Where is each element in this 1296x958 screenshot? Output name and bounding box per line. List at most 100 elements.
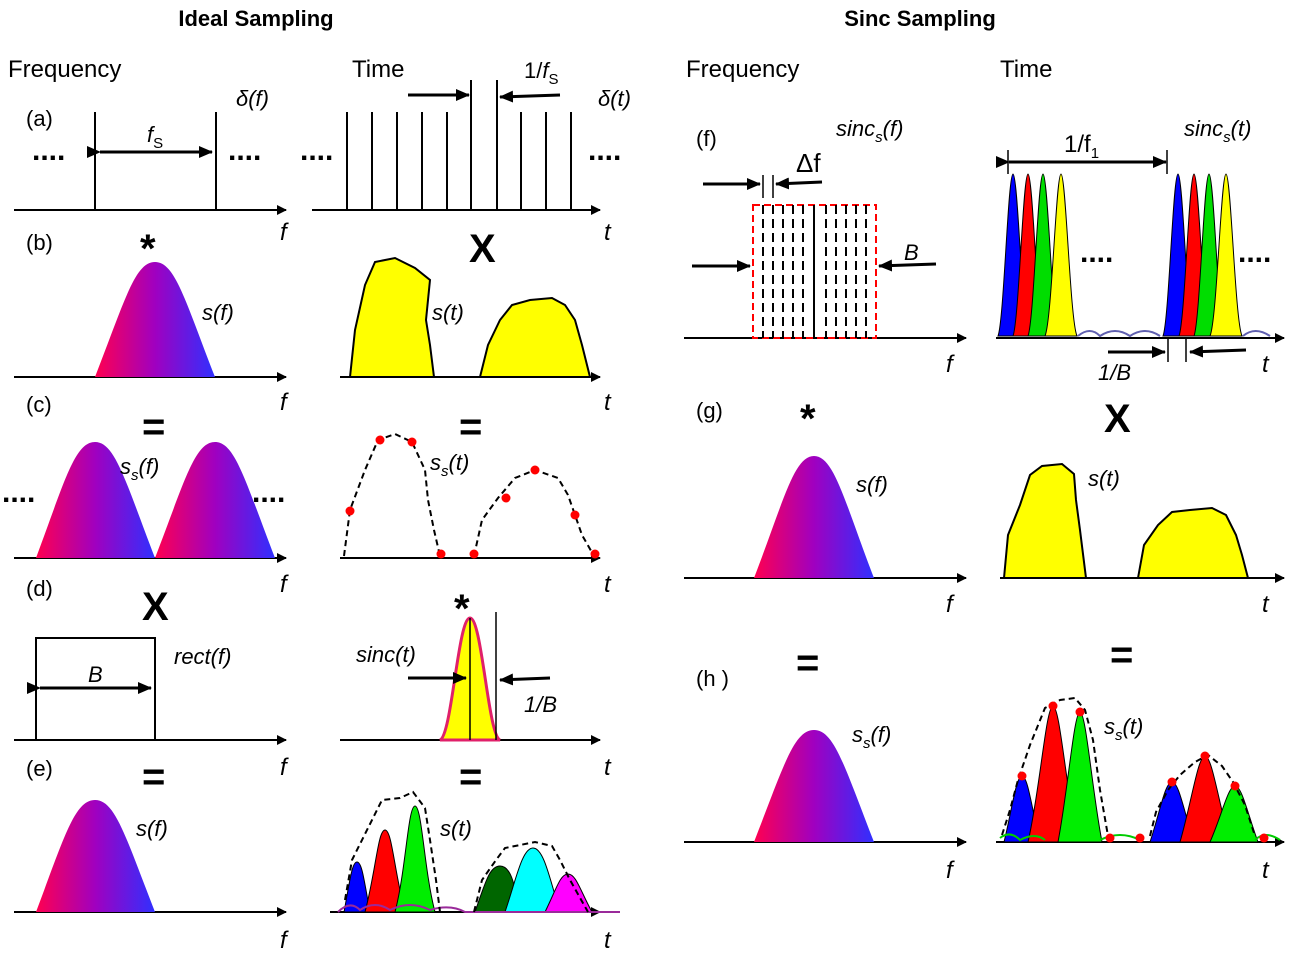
- axis-label-f: f: [280, 219, 289, 246]
- ellipsis: ....: [252, 476, 285, 509]
- ellipsis: ....: [300, 134, 333, 167]
- ss-f-label: ss(f): [120, 454, 159, 484]
- spectrum-hump: [754, 730, 874, 842]
- equals-operator: =: [459, 755, 482, 799]
- signal-shape: [478, 296, 592, 378]
- reconstruction-pulse: [343, 861, 371, 913]
- panel-d: X B rect(f) * sinc(t) 1/B: [27, 585, 557, 742]
- ellipsis: ....: [2, 476, 35, 509]
- panel-label-c: (c): [26, 392, 52, 417]
- header-frequency-sinc: Frequency: [686, 56, 799, 83]
- band-arrow-right: [878, 259, 937, 272]
- panel-label-b: (b): [26, 230, 53, 255]
- multiply-operator: X: [142, 585, 169, 629]
- multiply-operator: X: [1104, 397, 1131, 441]
- convolve-operator: *: [800, 397, 816, 441]
- panel-g: * s(f) X s(t): [754, 397, 1250, 579]
- header-frequency-ideal: Frequency: [8, 56, 121, 83]
- axis-label-f: f: [946, 591, 955, 618]
- panel-f: Δf B sincs(f) 1/f1 sincs(t) .... .... 1/…: [692, 116, 1271, 385]
- ellipsis: ....: [1238, 236, 1271, 269]
- sinc-arrow-right: [499, 673, 551, 686]
- axis-label-f: f: [280, 389, 289, 416]
- spectrum-hump: [754, 456, 874, 578]
- axis-label-t: t: [1262, 351, 1270, 378]
- axis-label-t: t: [604, 219, 612, 246]
- fs-label: fS: [147, 122, 163, 152]
- period-arrow-right: [499, 90, 561, 103]
- equals-operator: =: [142, 405, 165, 449]
- one-over-b-label: 1/B: [524, 692, 557, 717]
- sinc-comb: [762, 205, 867, 338]
- delta-t-label: δ(t): [598, 86, 631, 111]
- equals-operator: =: [459, 405, 482, 449]
- axis-label-t: t: [604, 571, 612, 598]
- sinc-ripples: [1077, 330, 1271, 338]
- ellipsis: ....: [588, 134, 621, 167]
- panel-a: fS .... .... δ(f) 1/fS δ(t) .... ....: [32, 58, 631, 210]
- sincs-t-label: sincs(t): [1184, 116, 1251, 146]
- panel-h: = ss(f) = ss(t): [754, 633, 1281, 843]
- one-over-f1-label: 1/f1: [1064, 131, 1099, 162]
- equals-operator: =: [1110, 633, 1133, 677]
- s-t-label: s(t): [432, 300, 464, 325]
- sinc-pulse-train: [997, 173, 1243, 337]
- ripple-line: [337, 904, 620, 913]
- s-f-label: s(f): [136, 816, 168, 841]
- sample-dots: [345, 435, 600, 559]
- axis-label-f: f: [280, 754, 289, 781]
- header-time-sinc: Time: [1000, 56, 1052, 83]
- ellipsis: ....: [32, 134, 65, 167]
- delta-f-label: δ(f): [236, 86, 269, 111]
- ss-f-label: ss(f): [852, 722, 891, 752]
- reconstruction-pulse: [364, 829, 406, 913]
- sampled-envelope: [343, 432, 595, 557]
- axis-label-t: t: [604, 927, 612, 954]
- ss-t-label: ss(t): [1104, 714, 1143, 744]
- signal-shape: [348, 256, 436, 378]
- ss-t-label: ss(t): [430, 450, 469, 480]
- sinc-reconstruction-pulses: [1003, 705, 1259, 843]
- panel-label-a: (a): [26, 106, 53, 131]
- signal-shape: [1002, 462, 1088, 579]
- sample-dots: [1017, 701, 1269, 843]
- reconstruction-envelope: [344, 790, 589, 913]
- panel-b: * s(f) X s(t): [95, 227, 592, 378]
- band-label: B: [904, 240, 919, 265]
- impulse-train: [346, 80, 572, 210]
- convolve-operator: *: [140, 227, 156, 271]
- reconstruction-envelope: [1001, 696, 1256, 837]
- panel-e: = s(f) = s(t): [36, 755, 620, 913]
- bandwidth-label: B: [88, 662, 103, 687]
- axis-label-f: f: [280, 571, 289, 598]
- period-label: 1/fS: [524, 58, 559, 88]
- equals-operator: =: [796, 641, 819, 685]
- one-over-b-label: 1/B: [1098, 360, 1131, 385]
- multiply-operator: X: [469, 227, 496, 271]
- s-t-label: s(t): [440, 816, 472, 841]
- spectrum-hump: [95, 262, 215, 377]
- panel-c: = .... .... ss(f) = ss(t): [2, 405, 600, 559]
- title-sinc-sampling: Sinc Sampling: [844, 6, 996, 31]
- s-t-label: s(t): [1088, 466, 1120, 491]
- title-ideal-sampling: Ideal Sampling: [178, 6, 333, 31]
- panel-label-h: (h ): [696, 666, 729, 691]
- panel-label-d: (d): [26, 576, 53, 601]
- spectrum-hump: [36, 800, 155, 912]
- axis-label-f: f: [280, 927, 289, 954]
- panel-label-g: (g): [696, 398, 723, 423]
- b-arrow-right: [1189, 345, 1247, 358]
- axis-label-f: f: [946, 351, 955, 378]
- sincs-f-label: sincs(f): [836, 116, 903, 146]
- panel-label-e: (e): [26, 756, 53, 781]
- df-arrow-right: [775, 177, 823, 190]
- ellipsis: ....: [1080, 236, 1113, 269]
- signal-shape: [1136, 506, 1250, 579]
- axis-label-t: t: [1262, 857, 1270, 884]
- panel-label-f: (f): [696, 126, 717, 151]
- axis-labels: f t f t f t f t f t f t f t f t: [280, 219, 1270, 954]
- delta-f-small-label: Δf: [796, 148, 821, 178]
- s-f-label: s(f): [202, 300, 234, 325]
- axis-label-t: t: [604, 754, 612, 781]
